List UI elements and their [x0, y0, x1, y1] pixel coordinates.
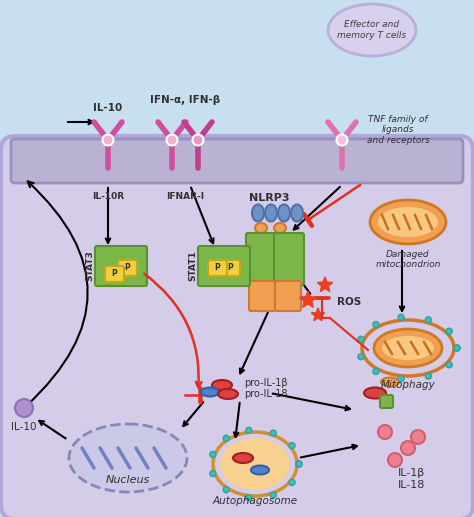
FancyBboxPatch shape: [221, 260, 240, 276]
Text: IFNAR-I: IFNAR-I: [166, 192, 204, 201]
FancyBboxPatch shape: [246, 233, 276, 285]
FancyBboxPatch shape: [198, 246, 250, 286]
Ellipse shape: [252, 205, 264, 221]
Ellipse shape: [446, 362, 452, 368]
FancyBboxPatch shape: [118, 260, 137, 276]
Text: Effector and
memory T cells: Effector and memory T cells: [337, 20, 407, 40]
Ellipse shape: [270, 492, 276, 498]
Ellipse shape: [454, 345, 460, 351]
Ellipse shape: [192, 134, 203, 145]
Text: STAT1: STAT1: [188, 251, 197, 281]
FancyBboxPatch shape: [95, 246, 147, 286]
Ellipse shape: [337, 134, 347, 145]
Ellipse shape: [454, 345, 460, 351]
Ellipse shape: [328, 4, 416, 56]
Ellipse shape: [378, 207, 438, 237]
Text: Damaged
mitochondrion: Damaged mitochondrion: [375, 250, 441, 269]
FancyBboxPatch shape: [380, 395, 393, 408]
FancyBboxPatch shape: [1, 136, 473, 517]
Ellipse shape: [289, 443, 295, 449]
Ellipse shape: [69, 424, 187, 492]
Ellipse shape: [401, 441, 415, 455]
Ellipse shape: [373, 322, 379, 328]
Ellipse shape: [265, 205, 277, 221]
Ellipse shape: [382, 336, 434, 360]
Text: IL-1β
IL-18: IL-1β IL-18: [398, 468, 426, 490]
Ellipse shape: [201, 388, 219, 397]
Text: Nucleus: Nucleus: [106, 475, 150, 485]
Text: P: P: [214, 264, 220, 272]
Text: pro-IL-1β: pro-IL-1β: [244, 378, 288, 388]
Polygon shape: [300, 291, 317, 307]
Text: Autophagosome: Autophagosome: [212, 496, 298, 506]
Ellipse shape: [358, 354, 364, 360]
Ellipse shape: [246, 428, 252, 433]
FancyBboxPatch shape: [249, 281, 275, 311]
FancyBboxPatch shape: [274, 233, 304, 285]
Ellipse shape: [373, 369, 379, 374]
Ellipse shape: [102, 134, 113, 145]
Ellipse shape: [233, 453, 253, 463]
Ellipse shape: [166, 134, 177, 145]
FancyBboxPatch shape: [105, 266, 124, 282]
Polygon shape: [318, 277, 333, 292]
Ellipse shape: [358, 336, 364, 342]
Ellipse shape: [223, 486, 229, 493]
Text: ROS: ROS: [337, 297, 361, 307]
Text: IFN-α, IFN-β: IFN-α, IFN-β: [150, 95, 220, 105]
Text: pro-IL-18: pro-IL-18: [244, 389, 288, 399]
Ellipse shape: [411, 430, 425, 444]
Ellipse shape: [291, 205, 303, 221]
Text: IL-10: IL-10: [11, 422, 37, 432]
Ellipse shape: [364, 388, 386, 399]
Ellipse shape: [210, 451, 216, 458]
Ellipse shape: [374, 329, 442, 367]
Text: Mitophagy: Mitophagy: [381, 380, 436, 390]
Polygon shape: [311, 308, 325, 321]
Text: P: P: [111, 269, 117, 279]
Text: P: P: [227, 264, 233, 272]
Ellipse shape: [278, 205, 290, 221]
Ellipse shape: [398, 376, 404, 382]
Ellipse shape: [381, 377, 399, 387]
FancyBboxPatch shape: [11, 139, 463, 183]
Ellipse shape: [274, 223, 286, 233]
Ellipse shape: [388, 453, 402, 467]
Text: STAT3: STAT3: [85, 251, 94, 281]
Ellipse shape: [255, 223, 267, 233]
Text: TNF family of
ligands
and receptors: TNF family of ligands and receptors: [366, 115, 429, 145]
Ellipse shape: [446, 328, 452, 334]
Text: IL-10: IL-10: [93, 103, 123, 113]
Text: NLRP3: NLRP3: [249, 193, 289, 203]
Ellipse shape: [289, 479, 295, 485]
Ellipse shape: [370, 200, 446, 244]
Ellipse shape: [212, 380, 232, 390]
Ellipse shape: [251, 465, 269, 475]
Ellipse shape: [296, 461, 302, 467]
Ellipse shape: [270, 430, 276, 436]
FancyBboxPatch shape: [275, 281, 301, 311]
Ellipse shape: [425, 317, 431, 323]
Ellipse shape: [218, 389, 238, 399]
Ellipse shape: [15, 399, 33, 417]
Text: IL-10R: IL-10R: [92, 192, 124, 201]
FancyBboxPatch shape: [208, 260, 227, 276]
Ellipse shape: [223, 435, 229, 442]
Text: P: P: [124, 264, 130, 272]
Ellipse shape: [220, 438, 290, 490]
Ellipse shape: [398, 314, 404, 321]
Ellipse shape: [296, 461, 302, 467]
Ellipse shape: [210, 470, 216, 477]
Ellipse shape: [246, 495, 252, 500]
Ellipse shape: [425, 373, 431, 379]
Ellipse shape: [378, 425, 392, 439]
